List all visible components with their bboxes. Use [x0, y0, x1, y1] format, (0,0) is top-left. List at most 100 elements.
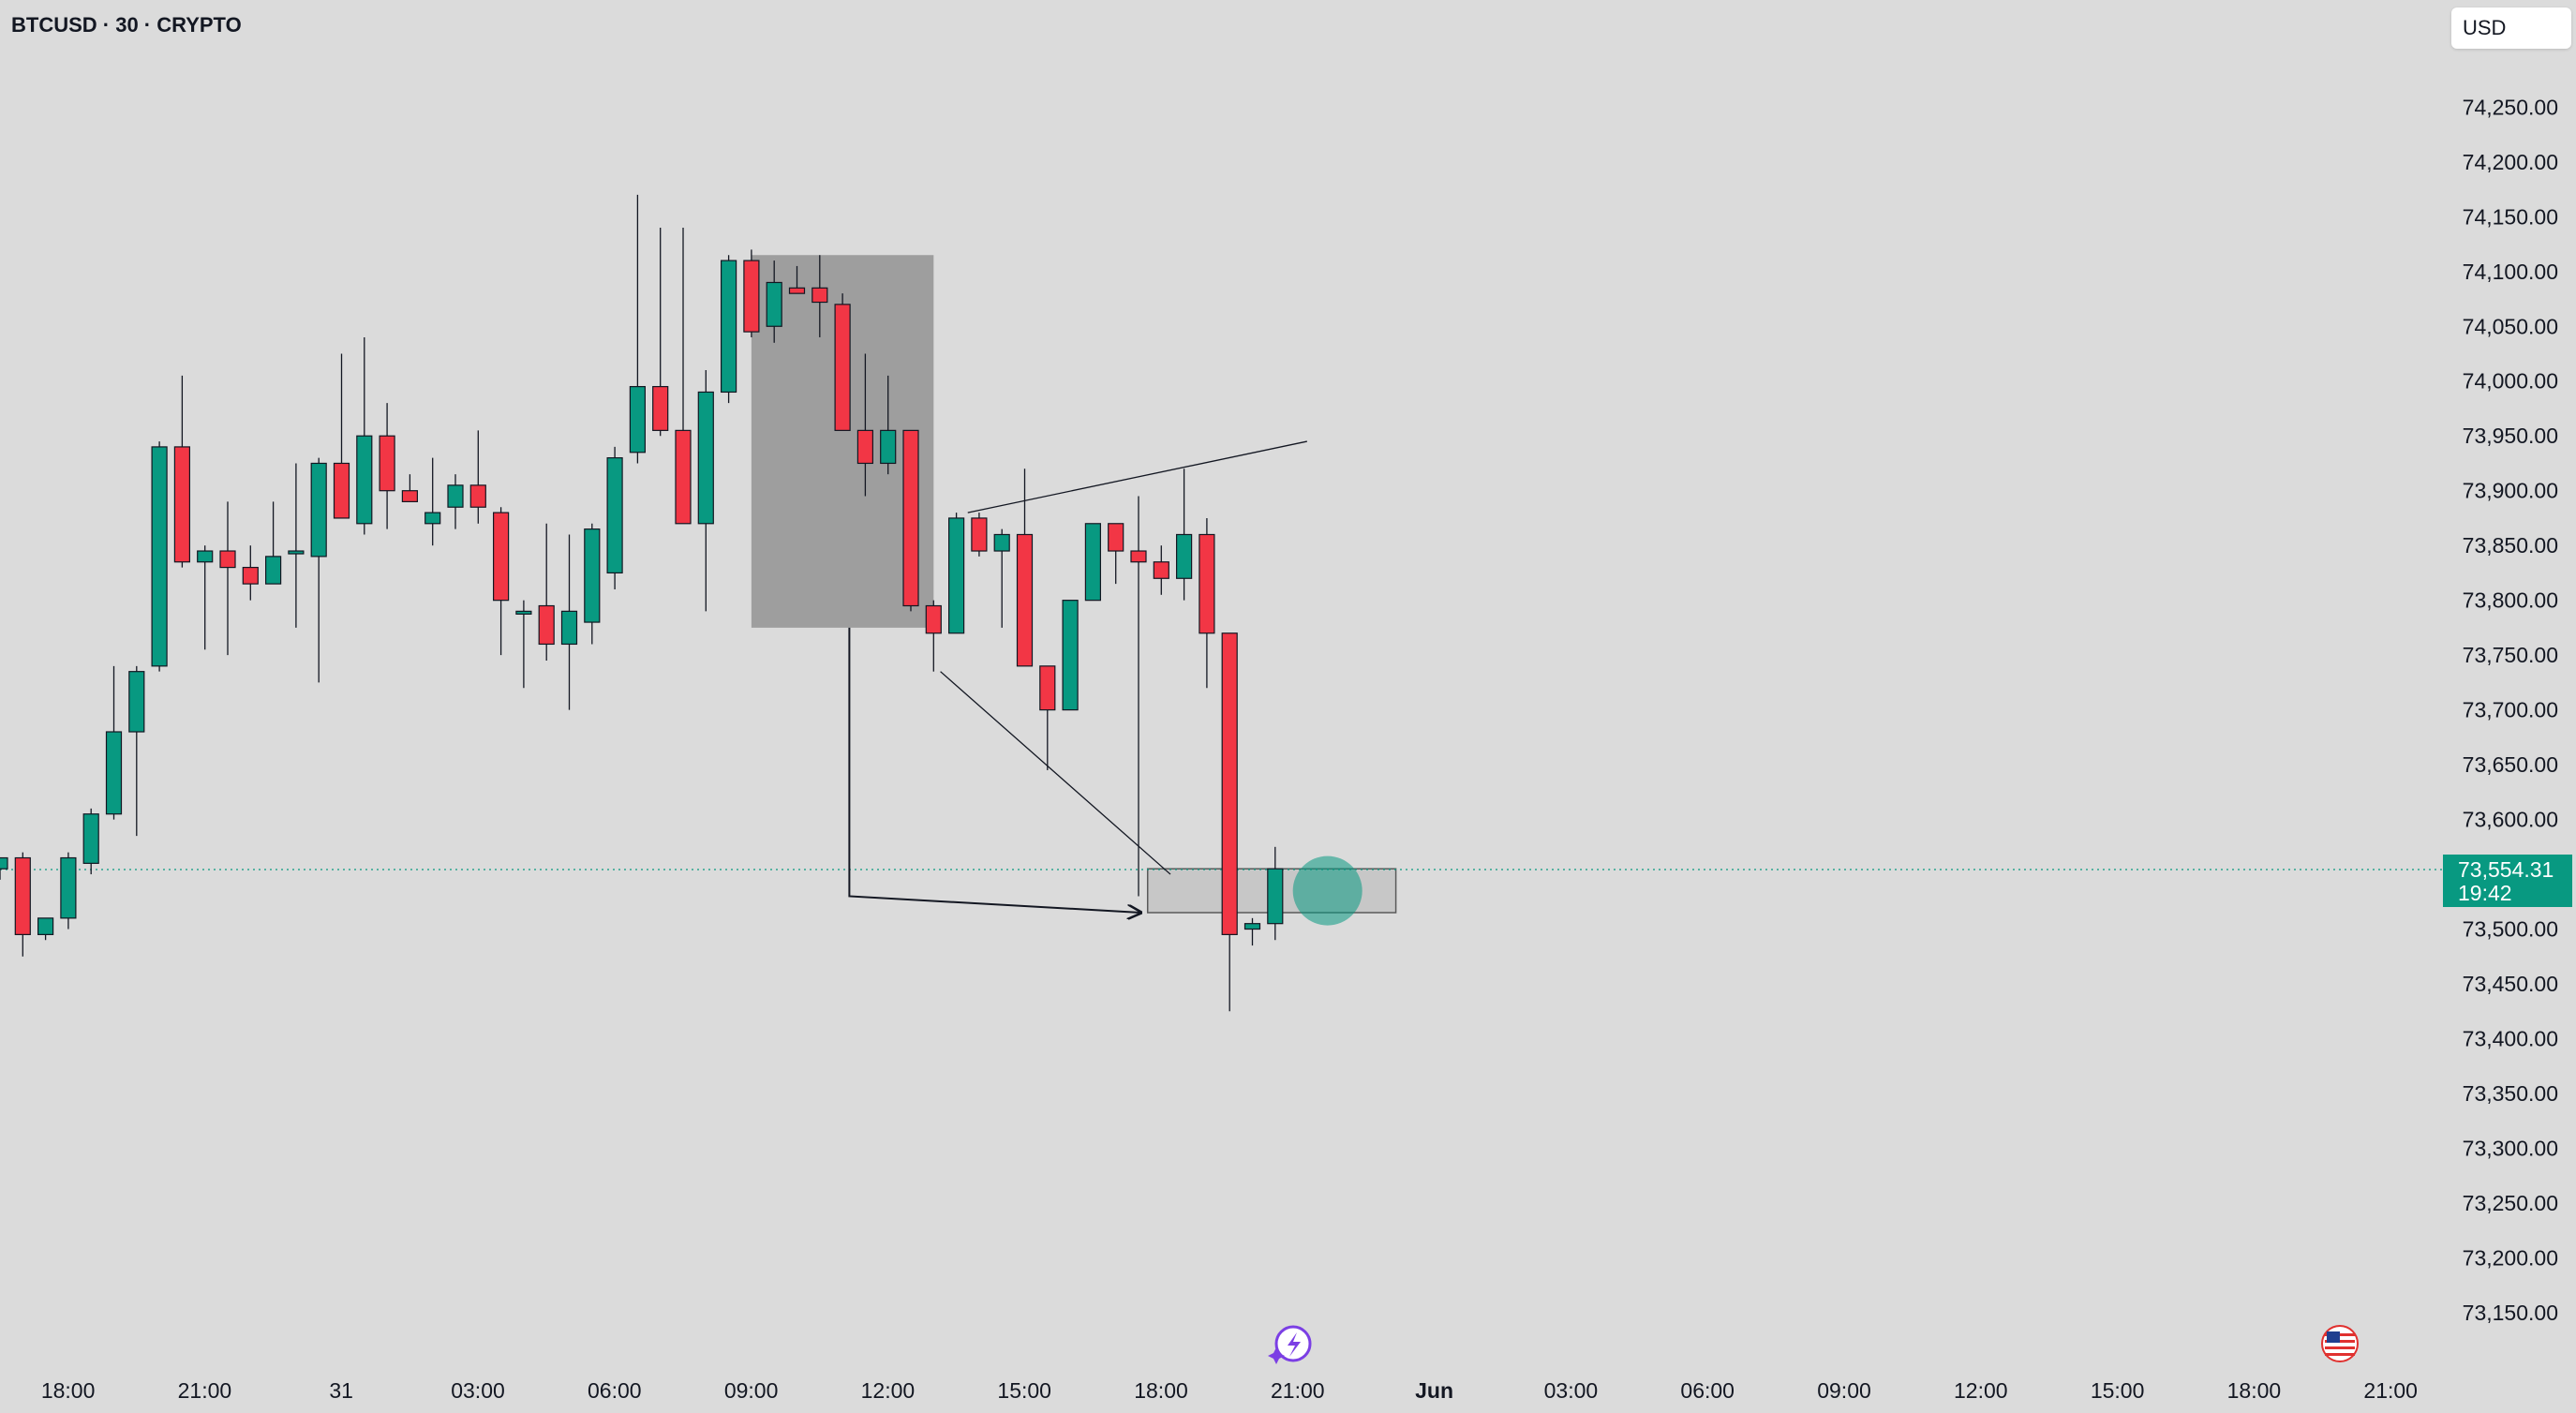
candle-body[interactable] — [128, 671, 145, 733]
candle-body[interactable] — [310, 462, 327, 558]
candle-body[interactable] — [1039, 665, 1056, 711]
y-axis-tick-label: 73,900.00 — [2463, 479, 2558, 503]
candle-body[interactable] — [14, 856, 31, 935]
candle-body[interactable] — [197, 550, 214, 563]
candle-body[interactable] — [242, 566, 259, 585]
y-axis-tick-label: 73,700.00 — [2463, 698, 2558, 722]
currency-selector[interactable]: USD — [2451, 7, 2571, 49]
candle-body[interactable] — [447, 484, 464, 508]
x-axis-tick-label: 06:00 — [1680, 1378, 1735, 1403]
candle-body[interactable] — [105, 731, 123, 815]
candle-body[interactable] — [766, 281, 782, 327]
candle-body[interactable] — [697, 391, 714, 525]
candle-body[interactable] — [1016, 533, 1034, 667]
bar-countdown: 19:42 — [2458, 881, 2512, 905]
candle-body[interactable] — [401, 490, 418, 502]
candle-body[interactable] — [788, 287, 806, 294]
candle-body[interactable] — [812, 287, 828, 304]
candle-body[interactable] — [1267, 868, 1284, 925]
x-axis-tick-label: 21:00 — [1271, 1378, 1325, 1403]
candle-body[interactable] — [652, 385, 669, 431]
y-axis-tick-label: 73,800.00 — [2463, 588, 2558, 613]
candle-body[interactable] — [379, 435, 395, 492]
y-axis-tick-label: 74,000.00 — [2463, 369, 2558, 394]
x-axis-tick-label: 21:00 — [2363, 1378, 2418, 1403]
candle-body[interactable] — [60, 856, 77, 919]
y-axis-tick-label: 73,350.00 — [2463, 1081, 2558, 1106]
x-axis-tick-label: 21:00 — [178, 1378, 232, 1403]
last-price-label: 73,554.31 19:42 — [2443, 855, 2572, 907]
candle-body[interactable] — [629, 385, 647, 454]
candle-body[interactable] — [288, 550, 305, 555]
sparkle-badge-icon[interactable] — [1268, 1325, 1312, 1364]
candle-body[interactable] — [606, 457, 623, 574]
x-axis-tick-label: 12:00 — [1954, 1378, 2008, 1403]
y-axis-tick-label: 74,200.00 — [2463, 150, 2558, 174]
candle-body[interactable] — [1130, 550, 1147, 563]
last-price-value: 73,554.31 — [2458, 857, 2554, 882]
y-axis-tick-label: 73,600.00 — [2463, 808, 2558, 832]
y-axis-tick-label: 73,250.00 — [2463, 1191, 2558, 1215]
candle-body[interactable] — [333, 462, 350, 519]
candle-body[interactable] — [902, 429, 919, 607]
candle-body[interactable] — [834, 304, 851, 431]
candle-body[interactable] — [1175, 533, 1193, 579]
us-flag-icon[interactable] — [2321, 1325, 2359, 1362]
candle-body[interactable] — [925, 604, 942, 634]
candle-body[interactable] — [151, 446, 168, 667]
candle-body[interactable] — [720, 260, 737, 394]
candle-body[interactable] — [560, 610, 578, 646]
arrow-path-drawing[interactable] — [848, 627, 1140, 913]
candle-body[interactable] — [971, 517, 988, 552]
y-axis-tick-label: 73,150.00 — [2463, 1301, 2558, 1325]
candle-body[interactable] — [1199, 533, 1215, 634]
x-axis-tick-label: 18:00 — [41, 1378, 96, 1403]
candle-body[interactable] — [265, 556, 282, 585]
candle-body[interactable] — [173, 446, 190, 563]
y-axis-tick-label: 73,950.00 — [2463, 424, 2558, 448]
candle-body[interactable] — [947, 517, 965, 634]
marker-circle[interactable] — [1292, 855, 1362, 926]
x-axis-tick-label: Jun — [1415, 1378, 1453, 1403]
candle-body[interactable] — [356, 435, 373, 525]
candle-body[interactable] — [469, 484, 486, 508]
candle-body[interactable] — [1108, 523, 1124, 552]
x-axis-tick-label: 18:00 — [2227, 1378, 2282, 1403]
candle-body[interactable] — [1062, 600, 1079, 711]
candle-body[interactable] — [1221, 632, 1238, 935]
x-axis-tick-label: 15:00 — [997, 1378, 1051, 1403]
candle-body[interactable] — [424, 512, 441, 525]
x-axis-tick-label: 15:00 — [2091, 1378, 2145, 1403]
candle-body[interactable] — [515, 610, 532, 615]
x-axis-tick-label: 09:00 — [1817, 1378, 1871, 1403]
y-axis-tick-label: 73,850.00 — [2463, 533, 2558, 558]
candle-body[interactable] — [219, 550, 236, 569]
candle-body[interactable] — [492, 512, 510, 602]
candle-body[interactable] — [1084, 523, 1102, 602]
x-axis-tick-label: 18:00 — [1134, 1378, 1188, 1403]
y-axis-tick-label: 73,450.00 — [2463, 972, 2558, 996]
y-axis-tick-label: 74,050.00 — [2463, 314, 2558, 338]
candle-body[interactable] — [993, 533, 1010, 552]
y-axis-tick-label: 73,200.00 — [2463, 1245, 2558, 1270]
trendline-upper[interactable] — [967, 440, 1307, 513]
candle-body[interactable] — [743, 260, 760, 333]
x-axis-tick-label: 03:00 — [1544, 1378, 1599, 1403]
candle-body[interactable] — [0, 856, 8, 870]
y-axis-tick-label: 73,750.00 — [2463, 643, 2558, 667]
trendline-lower[interactable] — [940, 671, 1171, 875]
y-axis-tick-label: 74,250.00 — [2463, 95, 2558, 119]
candle-body[interactable] — [538, 604, 555, 646]
candle-body[interactable] — [856, 429, 874, 465]
candle-body[interactable] — [584, 528, 601, 623]
candle-body[interactable] — [675, 429, 692, 525]
y-axis-tick-label: 73,650.00 — [2463, 752, 2558, 777]
candle-body[interactable] — [37, 917, 54, 935]
candle-body[interactable] — [880, 429, 897, 465]
candle-body[interactable] — [82, 813, 99, 864]
candle-body[interactable] — [1243, 923, 1261, 930]
candle-body[interactable] — [1153, 561, 1169, 579]
y-axis-tick-label: 73,400.00 — [2463, 1027, 2558, 1051]
symbol-title[interactable]: BTCUSD · 30 · CRYPTO — [11, 13, 242, 37]
